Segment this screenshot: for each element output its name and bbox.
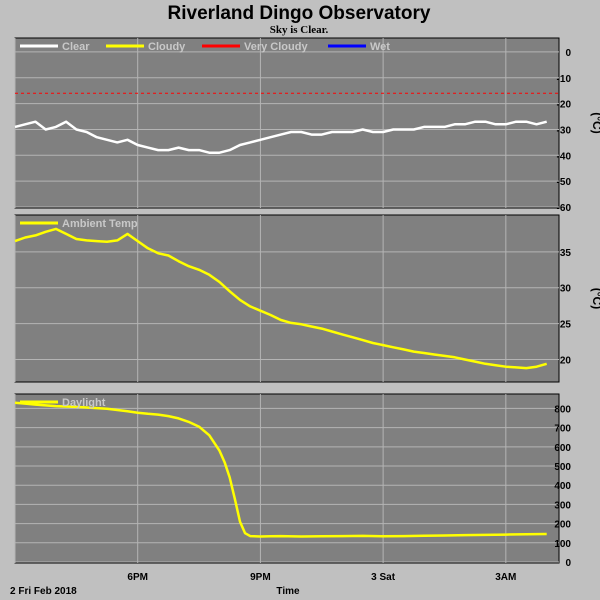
series-line-daylight — [14, 401, 547, 538]
y-unit-label: (°C) — [590, 112, 600, 133]
y-tick-label: 25 — [560, 320, 572, 331]
y-tick-label: -10 — [557, 74, 572, 85]
y-tick-label: 30 — [560, 284, 572, 295]
time-axis: 6PM 9PM 3 Sat 3AM — [127, 572, 516, 583]
y-tick-label: 0 — [565, 48, 571, 59]
series-line-clear — [14, 120, 548, 154]
series-line-ambient-temp — [14, 227, 548, 370]
y-tick-label: 500 — [554, 462, 571, 473]
legend-label: Wet — [370, 41, 390, 53]
y-tick-label: 800 — [554, 404, 571, 415]
x-tick-label: 3AM — [495, 572, 516, 583]
legend-label: Clear — [62, 41, 90, 53]
y-tick-label: -30 — [557, 125, 572, 136]
daylight-panel: 800 700 600 500 400 300 200 100 0 Daylight — [14, 393, 571, 569]
sky-temperature-panel: 0 -10 -20 -30 -40 -50 -60 Clear Cloudy Very Cloud… — [14, 37, 600, 214]
y-tick-label: -60 — [557, 203, 572, 214]
y-tick-label: 0 — [565, 558, 571, 569]
y-tick-label: 35 — [560, 248, 572, 259]
x-axis-label: Time — [276, 586, 300, 597]
y-unit-label: (°C) — [590, 288, 600, 309]
legend-label: Daylight — [62, 397, 106, 409]
y-tick-label: 700 — [554, 424, 571, 435]
y-tick-label: 600 — [554, 443, 571, 454]
y-tick-label: 200 — [554, 520, 571, 531]
legend-label: Ambient Temp — [62, 218, 138, 230]
x-tick-label: 3 Sat — [371, 572, 396, 583]
legend-label: Very Cloudy — [244, 41, 308, 53]
date-label: 2 Fri Feb 2018 — [10, 586, 77, 597]
x-tick-label: 6PM — [127, 572, 148, 583]
plot-area — [14, 37, 560, 209]
y-tick-label: 20 — [560, 355, 572, 366]
chart-title: Riverland Dingo Observatory — [168, 3, 431, 24]
y-tick-label: 100 — [554, 539, 571, 550]
y-tick-label: -50 — [557, 177, 572, 188]
y-tick-label: 400 — [554, 481, 571, 492]
y-tick-label: -40 — [557, 151, 572, 162]
legend-label: Cloudy — [148, 41, 186, 53]
y-tick-label: 300 — [554, 500, 571, 511]
ambient-temperature-panel: 35 30 25 20 Ambient Temp (°C) — [14, 214, 600, 383]
y-tick-label: -20 — [557, 100, 572, 111]
plot-area — [14, 393, 560, 564]
x-tick-label: 9PM — [250, 572, 271, 583]
chart-subtitle: Sky is Clear. — [270, 24, 329, 36]
